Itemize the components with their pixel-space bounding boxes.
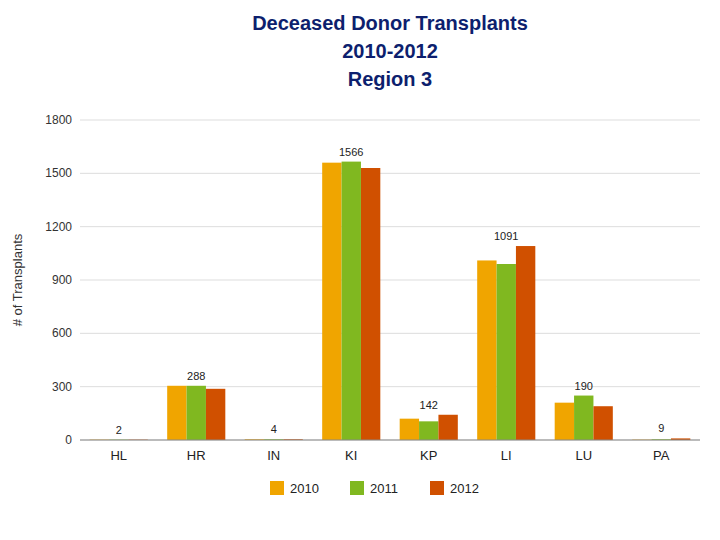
annotation: 142 bbox=[420, 399, 438, 411]
y-tick-label: 0 bbox=[65, 433, 72, 447]
annotation: 2 bbox=[116, 424, 122, 436]
bar bbox=[593, 406, 612, 440]
title: 2010-2012 bbox=[342, 40, 438, 62]
title: Deceased Donor Transplants bbox=[252, 12, 528, 34]
legend: 2010 2011 2012 bbox=[270, 481, 479, 496]
y-axis-label: # of Transplants bbox=[10, 233, 25, 326]
bar bbox=[361, 168, 380, 440]
bar bbox=[555, 403, 574, 440]
bar bbox=[477, 260, 496, 440]
bar bbox=[497, 264, 516, 440]
x-tick-label: HR bbox=[187, 448, 206, 463]
bar bbox=[574, 396, 593, 440]
grid-line bbox=[80, 173, 700, 174]
bar bbox=[516, 246, 535, 440]
annotation: 1566 bbox=[339, 146, 363, 158]
bar bbox=[342, 162, 361, 440]
chart-container: Deceased Donor Transplants 2010-2012 Regio… bbox=[0, 0, 720, 540]
y-tick-label: 300 bbox=[52, 380, 72, 394]
bar bbox=[206, 389, 225, 440]
annotation: 9 bbox=[658, 422, 664, 434]
y-tick-label: 900 bbox=[52, 273, 72, 287]
x-tick-label: KI bbox=[345, 448, 357, 463]
x-tick-label: IN bbox=[267, 448, 280, 463]
grid-line bbox=[80, 120, 700, 121]
legend-label: 2010 bbox=[290, 481, 319, 496]
grid-line bbox=[80, 440, 700, 441]
annotation: 190 bbox=[575, 380, 593, 392]
x-tick-label: HL bbox=[110, 448, 127, 463]
bar bbox=[322, 163, 341, 440]
bars bbox=[90, 162, 691, 440]
bar bbox=[400, 419, 419, 440]
title: Region 3 bbox=[348, 68, 432, 90]
annotation: 1091 bbox=[494, 230, 518, 242]
bar bbox=[187, 386, 206, 440]
grid-line bbox=[80, 333, 700, 334]
bar bbox=[167, 386, 186, 440]
legend-label: 2012 bbox=[450, 481, 479, 496]
y-tick-label: 600 bbox=[52, 326, 72, 340]
y-tick-label: 1800 bbox=[45, 113, 72, 127]
x-axis-line bbox=[80, 440, 700, 441]
y-tick-label: 1500 bbox=[45, 166, 72, 180]
legend-label: 2011 bbox=[370, 481, 398, 496]
x-tick-label: KP bbox=[420, 448, 437, 463]
bar bbox=[419, 421, 438, 440]
bar bbox=[438, 415, 457, 440]
grid-line bbox=[80, 226, 700, 227]
x-tick-label: PA bbox=[653, 448, 670, 463]
annotation: 288 bbox=[187, 370, 205, 382]
legend-swatch bbox=[430, 481, 444, 495]
legend-swatch bbox=[350, 481, 364, 495]
legend-swatch bbox=[270, 481, 284, 495]
annotation: 4 bbox=[271, 423, 277, 435]
chart-svg: Deceased Donor Transplants 2010-2012 Regio… bbox=[0, 0, 720, 540]
grid-line bbox=[80, 280, 700, 281]
x-tick-label: LI bbox=[501, 448, 512, 463]
y-tick-label: 1200 bbox=[45, 220, 72, 234]
x-tick-label: LU bbox=[575, 448, 592, 463]
